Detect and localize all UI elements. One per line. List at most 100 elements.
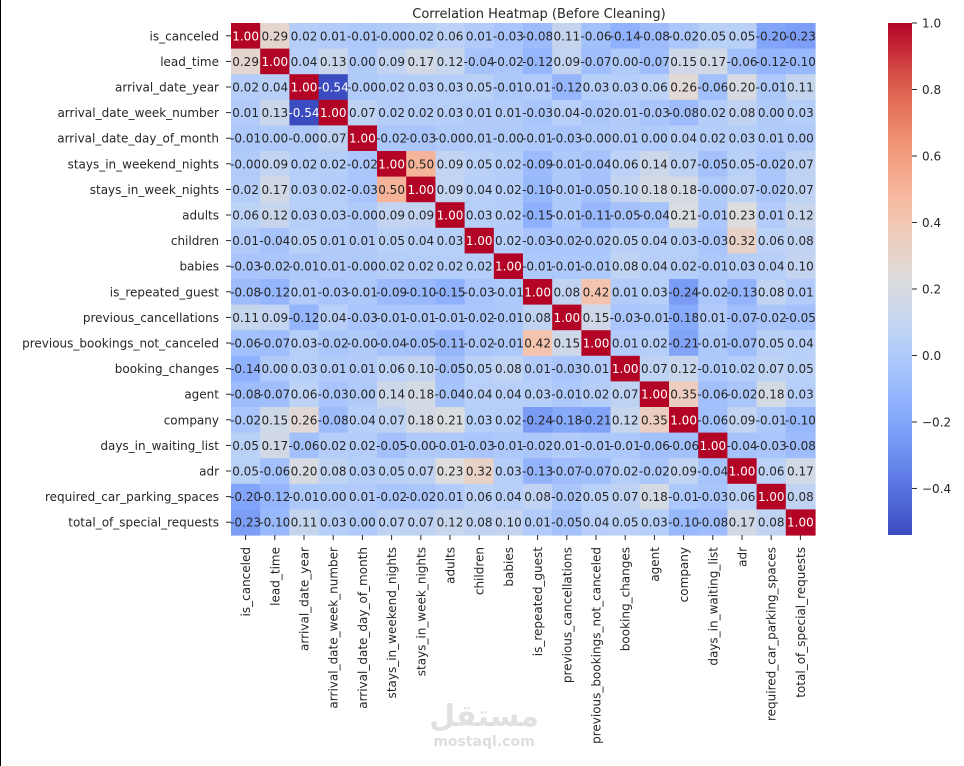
heatmap-cell <box>523 355 553 382</box>
heatmap-cell <box>552 74 582 101</box>
cell-value-label: 0.03 <box>787 106 814 120</box>
cell-value-label: 0.02 <box>378 106 405 120</box>
heatmap-cell <box>756 99 787 126</box>
x-tick-label: is_repeated_guest <box>531 547 545 657</box>
heatmap-cell <box>552 355 582 382</box>
cell-value-label: -0.01 <box>668 490 699 504</box>
cell-value-label: -0.08 <box>668 106 699 120</box>
heatmap-cell <box>493 279 524 306</box>
cell-value-label: 0.03 <box>291 362 318 376</box>
heatmap-cell <box>523 176 553 203</box>
heatmap-cell <box>435 176 466 203</box>
heatmap-cell <box>260 355 290 382</box>
cell-value-label: 0.09 <box>437 183 464 197</box>
cell-value-label: 0.11 <box>787 81 814 95</box>
cell-value-label: 1.00 <box>758 490 785 504</box>
cell-value-label: 0.15 <box>670 55 697 69</box>
cell-value-label: 0.11 <box>232 311 259 325</box>
cell-value-label: -0.01 <box>522 132 553 146</box>
heatmap-cell <box>523 202 553 229</box>
heatmap-cell <box>785 458 816 485</box>
heatmap-cell <box>231 483 261 510</box>
y-tick-label: children <box>171 234 219 248</box>
y-tick-label: required_car_parking_spaces <box>45 490 219 504</box>
cell-value-label: 0.10 <box>787 260 814 274</box>
heatmap-cell <box>756 227 787 254</box>
cell-value-label: 0.01 <box>583 362 610 376</box>
cell-value-label: -0.23 <box>785 29 816 43</box>
cell-value-label: -0.01 <box>756 413 787 427</box>
heatmap-cell <box>318 227 349 254</box>
heatmap-cell <box>727 458 758 485</box>
cell-value-label: -0.01 <box>756 81 787 95</box>
cell-value-label: 1.00 <box>787 516 814 530</box>
cell-value-label: -0.18 <box>551 413 582 427</box>
cell-value-label: 0.06 <box>437 29 464 43</box>
cell-value-label: 0.07 <box>758 362 785 376</box>
heatmap-cell <box>727 125 758 152</box>
x-tick-label: company <box>677 547 691 602</box>
heatmap-cell <box>260 279 290 306</box>
cell-value-label: 0.09 <box>553 55 580 69</box>
cell-value-label: -0.10 <box>522 183 553 197</box>
heatmap-cell <box>377 227 407 254</box>
cell-value-label: 0.06 <box>729 490 756 504</box>
cell-value-label: 0.12 <box>612 413 639 427</box>
cell-value-label: 0.07 <box>378 516 405 530</box>
heatmap-cell <box>669 202 699 229</box>
heatmap-cell <box>785 99 816 126</box>
cell-value-label: -0.02 <box>259 260 290 274</box>
heatmap-cell <box>377 125 407 152</box>
heatmap-cell <box>727 355 758 382</box>
cell-value-label: 0.21 <box>437 413 464 427</box>
heatmap-cell <box>669 74 699 101</box>
cell-value-label: -0.00 <box>288 132 319 146</box>
heatmap-cell <box>406 253 436 280</box>
cell-value-label: 0.00 <box>320 490 347 504</box>
heatmap-cell <box>406 381 436 408</box>
heatmap-cell <box>406 407 436 434</box>
cell-value-label: -0.02 <box>376 132 407 146</box>
cell-value-label: 0.12 <box>437 55 464 69</box>
cell-value-label: 0.02 <box>407 106 434 120</box>
y-tick-label: arrival_date_year <box>115 81 219 95</box>
heatmap-cell <box>698 48 728 75</box>
cell-value-label: -0.03 <box>464 439 495 453</box>
cell-value-label: 0.02 <box>583 388 610 402</box>
cell-value-label: 0.01 <box>320 362 347 376</box>
cell-value-label: 1.00 <box>612 362 639 376</box>
cell-value-label: 0.07 <box>729 183 756 197</box>
cell-value-label: 0.03 <box>291 337 318 351</box>
heatmap-cell <box>581 151 612 178</box>
heatmap-cell <box>523 227 553 254</box>
heatmap-cell <box>669 330 699 357</box>
cell-value-label: 0.23 <box>437 465 464 479</box>
heatmap-cell <box>231 74 261 101</box>
heatmap-cell <box>698 227 728 254</box>
cell-value-label: -0.04 <box>580 157 611 171</box>
cell-value-label: 0.02 <box>291 157 318 171</box>
x-tick-label: days_in_waiting_list <box>706 547 720 666</box>
heatmap-cell <box>347 151 378 178</box>
heatmap-cell <box>318 99 349 126</box>
cell-value-label: -0.10 <box>405 285 436 299</box>
cell-value-label: 0.06 <box>232 209 259 223</box>
cell-value-label: 0.07 <box>407 465 434 479</box>
heatmap-cell <box>581 355 612 382</box>
cell-value-label: -0.07 <box>580 55 611 69</box>
heatmap-cell <box>435 330 466 357</box>
heatmap-cell <box>493 227 524 254</box>
heatmap-cell <box>669 509 699 536</box>
heatmap-cell <box>756 355 787 382</box>
heatmap-cell <box>523 381 553 408</box>
watermark: مستقل mostaql.com <box>424 700 544 751</box>
heatmap-cell <box>639 125 670 152</box>
heatmap-cell <box>377 381 407 408</box>
heatmap-cell <box>610 99 641 126</box>
heatmap-cell <box>493 483 524 510</box>
heatmap-cell <box>493 407 524 434</box>
cell-value-label: 0.18 <box>670 183 697 197</box>
heatmap-cell <box>347 330 378 357</box>
heatmap-cell <box>581 202 612 229</box>
cell-value-label: -0.12 <box>288 311 319 325</box>
